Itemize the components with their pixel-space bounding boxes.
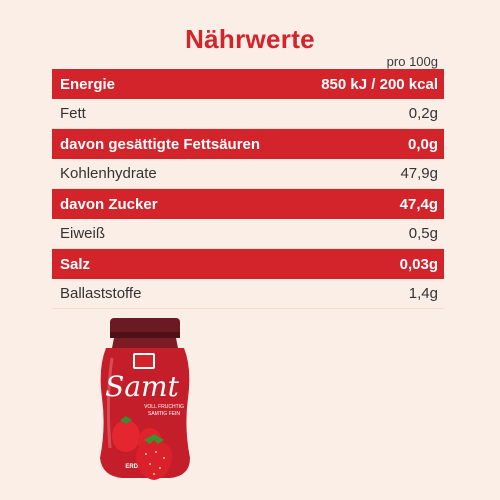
strawberry-leaves bbox=[144, 434, 164, 444]
seed bbox=[145, 453, 147, 455]
strawberry-body bbox=[135, 440, 173, 480]
row-label: davon Zucker bbox=[60, 195, 158, 213]
jar-brand-name: Samt bbox=[105, 370, 179, 403]
row-value: 0,03g bbox=[399, 255, 438, 273]
label-strawberry-1 bbox=[112, 420, 140, 452]
row-label: Kohlenhydrate bbox=[60, 165, 157, 182]
row-value: 1,4g bbox=[408, 285, 438, 302]
row-value: 47,4g bbox=[399, 195, 438, 213]
table-row: davon gesättigte Fettsäuren 0,0g bbox=[52, 129, 444, 159]
row-label: Ballaststoffe bbox=[60, 285, 142, 302]
row-value: 0,2g bbox=[408, 105, 438, 122]
table-row: Energie 850 kJ / 200 kcal bbox=[52, 69, 444, 99]
jar-lid-rim bbox=[110, 332, 180, 338]
row-label: Salz bbox=[60, 255, 91, 273]
glass-highlight bbox=[106, 357, 114, 449]
row-value: 0,5g bbox=[408, 225, 438, 242]
jar-tagline-1: VOLL FRUCHTIG bbox=[144, 404, 184, 410]
label-leaf bbox=[120, 416, 132, 424]
row-label: davon gesättigte Fettsäuren bbox=[60, 135, 261, 153]
unit-label: pro 100g bbox=[386, 54, 438, 69]
table-row: Eiweiß 0,5g bbox=[52, 219, 444, 249]
row-label: Energie bbox=[60, 75, 116, 93]
table-row: davon Zucker 47,4g bbox=[52, 189, 444, 219]
row-value: 850 kJ / 200 kcal bbox=[321, 75, 438, 93]
table-row: Fett 0,2g bbox=[52, 99, 444, 129]
table-row: Salz 0,03g bbox=[52, 249, 444, 279]
seed bbox=[149, 463, 151, 465]
table-row: Kohlenhydrate 47,9g bbox=[52, 159, 444, 189]
strawberry-image bbox=[128, 430, 180, 482]
page-title: Nährwerte bbox=[185, 24, 315, 54]
row-value: 0,0g bbox=[407, 135, 438, 153]
nutrition-table: Energie 850 kJ / 200 kcal Fett 0,2g davo… bbox=[52, 69, 444, 309]
jar-neck bbox=[112, 338, 178, 348]
jar-tagline-2: SAMTIG FEIN bbox=[148, 411, 180, 417]
seed bbox=[163, 457, 165, 459]
seed bbox=[153, 473, 155, 475]
seed bbox=[155, 451, 157, 453]
table-row: Ballaststoffe 1,4g bbox=[52, 279, 444, 309]
brand-logo-inner bbox=[135, 355, 153, 367]
row-label: Eiweiß bbox=[60, 225, 106, 242]
strawberry-graphic bbox=[135, 434, 173, 480]
row-value: 47,9g bbox=[400, 165, 438, 182]
row-label: Fett bbox=[60, 105, 86, 122]
seed bbox=[159, 467, 161, 469]
